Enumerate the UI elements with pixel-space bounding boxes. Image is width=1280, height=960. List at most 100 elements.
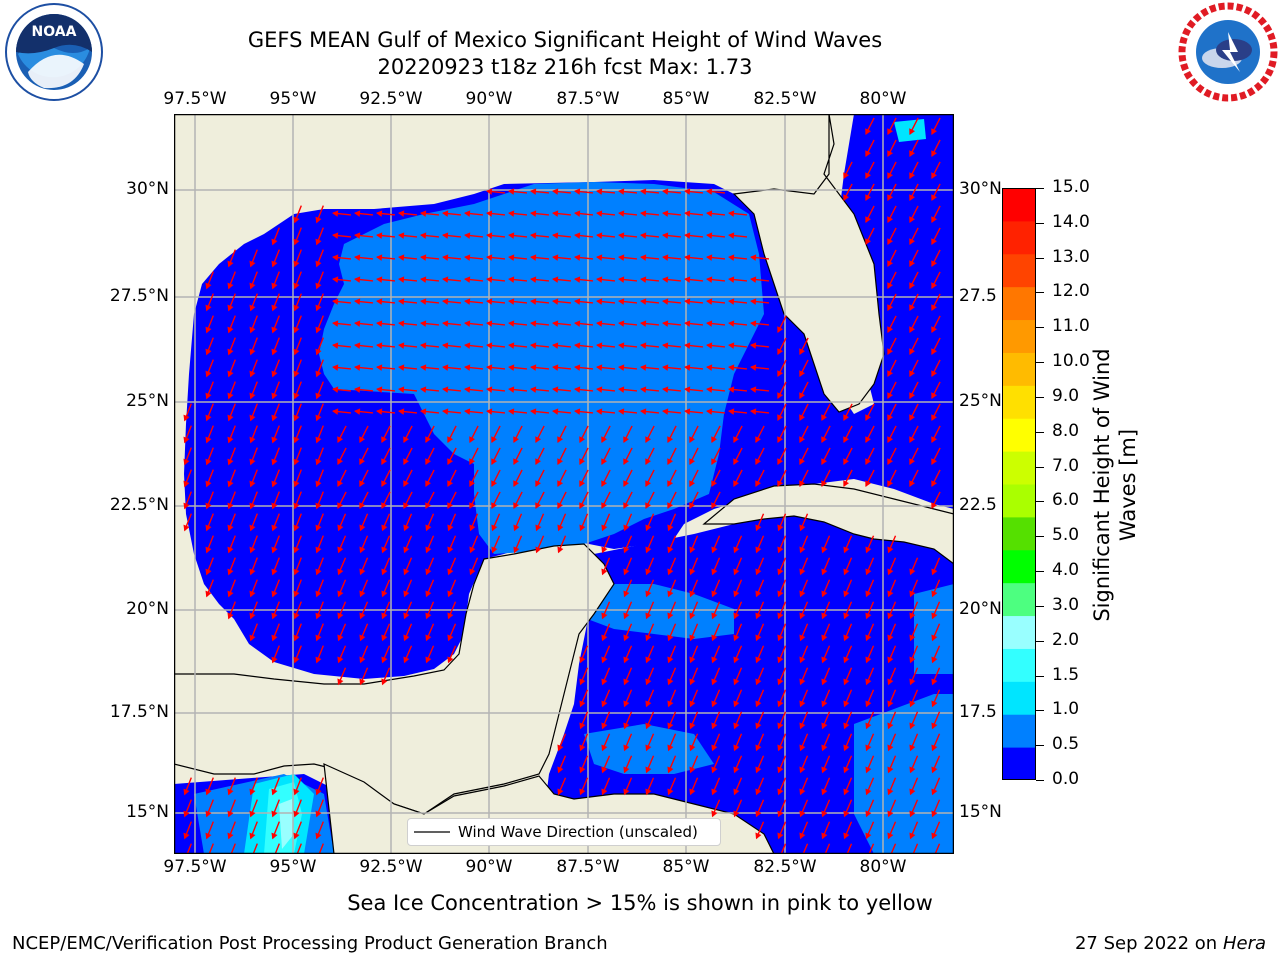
wind-arrow-head (398, 298, 405, 305)
wind-arrow-head (293, 282, 300, 290)
wind-arrow-head (227, 810, 234, 818)
wind-arrow-head (337, 568, 344, 576)
wind-arrow-head (623, 788, 630, 796)
wind-arrow-head (227, 568, 234, 576)
wind-arrow-head (315, 216, 322, 224)
wind-arrow-head (398, 386, 405, 393)
wind-arrow-head (645, 524, 652, 532)
wind-arrow-head (887, 282, 894, 289)
wind-arrow-head (513, 546, 520, 554)
wind-arrow-head (205, 348, 212, 356)
wind-arrow-head (249, 480, 256, 488)
wind-arrow-head (843, 722, 850, 730)
wind-arrow-head (623, 766, 630, 774)
wind-arrow-head (728, 342, 735, 349)
wind-arrow-head (205, 304, 212, 312)
wind-arrow-head (227, 348, 234, 356)
wind-arrow-head (376, 298, 383, 305)
wind-arrow-head (557, 546, 564, 554)
wind-arrow-head (799, 414, 806, 421)
wind-arrow-head (728, 386, 735, 393)
wind-arrow-head (601, 744, 608, 752)
wind-arrow-head (684, 232, 691, 239)
wind-arrow-head (909, 326, 916, 333)
wind-arrow-head (843, 656, 850, 664)
wind-arrow-head (909, 678, 916, 686)
wind-arrow-head (799, 546, 806, 554)
colorbar-tick-mark (1036, 605, 1044, 607)
legend-line-icon (414, 831, 450, 833)
wind-arrow-head (376, 364, 383, 371)
wind-arrow-head (398, 210, 405, 217)
lon-tick-top: 85°W (662, 89, 710, 109)
wind-arrow-head (623, 546, 630, 554)
wind-arrow-head (579, 788, 586, 796)
wind-arrow-head (645, 744, 652, 752)
wind-arrow-head (865, 766, 872, 774)
colorbar-tick-mark (1036, 257, 1044, 259)
wind-arrow-head (667, 788, 674, 796)
colorbar-tick-mark (1036, 640, 1044, 642)
wind-arrow-head (227, 590, 234, 598)
nws-logo (1178, 2, 1278, 102)
wind-arrow-head (689, 788, 696, 796)
wind-arrow-head (887, 810, 894, 818)
wind-arrow-head (337, 480, 344, 487)
wind-arrow-head (667, 766, 674, 774)
wind-arrow (802, 843, 809, 854)
wind-arrow-head (755, 480, 762, 487)
wind-arrow-head (667, 458, 674, 465)
wind-arrow-head (684, 254, 691, 261)
wind-arrow-head (530, 408, 537, 415)
wind-arrow-head (706, 408, 713, 415)
wind-arrow-head (645, 436, 652, 443)
lon-tick-bottom: 80°W (859, 857, 907, 877)
wind-arrow-head (293, 656, 300, 664)
wind-arrow-head (381, 612, 388, 620)
wind-arrow-head (645, 700, 652, 708)
wind-arrow-head (508, 232, 515, 239)
wind-arrow-head (887, 700, 894, 708)
wind-arrow-head (618, 298, 625, 305)
wind-arrow-head (464, 386, 471, 393)
wind-arrow-head (315, 634, 322, 642)
wind-arrow-head (425, 502, 432, 509)
wind-arrow-head (601, 502, 608, 509)
wind-arrow-head (645, 546, 652, 554)
wind-arrow-head (381, 678, 388, 686)
wind-arrow-head (887, 788, 894, 796)
wind-arrow-head (183, 436, 190, 444)
wind-arrow-head (315, 832, 322, 840)
wind-arrow-head (293, 524, 300, 532)
colorbar-tick-label: 6.0 (1052, 490, 1080, 511)
wind-arrow-head (728, 320, 735, 327)
wind-arrow-head (909, 260, 916, 267)
wind-arrow-head (684, 320, 691, 327)
wind-arrow (208, 843, 214, 854)
wind-arrow-head (464, 276, 471, 283)
wind-arrow-head (403, 458, 410, 465)
wind-arrow-head (271, 238, 278, 246)
wind-arrow-head (733, 744, 740, 752)
colorbar-tick-mark (1036, 466, 1044, 468)
wind-arrow-head (667, 634, 674, 642)
wind-arrow-head (711, 722, 718, 730)
wind-arrow-head (574, 232, 581, 239)
wind-arrow-head (711, 656, 718, 664)
wind-arrow-head (865, 722, 872, 730)
wind-arrow-head (865, 590, 872, 598)
wind-arrow-head (931, 590, 938, 598)
wind-arrow-head (662, 342, 669, 349)
wind-arrow-head (398, 364, 405, 371)
wind-arrow-head (513, 480, 520, 487)
wind-arrow-head (645, 766, 652, 774)
wind-arrow-head (909, 392, 916, 399)
wind-arrow-head (596, 188, 603, 195)
wind-arrow-head (271, 458, 278, 466)
wind-arrow-head (777, 480, 784, 487)
wind-arrow-head (535, 436, 542, 443)
wind-arrow-head (733, 656, 740, 664)
wind-arrow-head (931, 766, 938, 774)
wind-arrow-head (420, 386, 427, 393)
wind-arrow-head (909, 612, 916, 620)
